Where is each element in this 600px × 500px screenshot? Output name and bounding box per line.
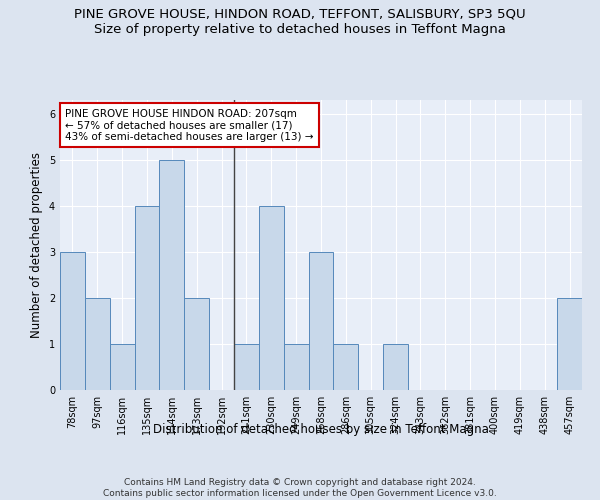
- Bar: [557, 298, 582, 390]
- Bar: [259, 206, 284, 390]
- Text: PINE GROVE HOUSE, HINDON ROAD, TEFFONT, SALISBURY, SP3 5QU: PINE GROVE HOUSE, HINDON ROAD, TEFFONT, …: [74, 8, 526, 20]
- Bar: [110, 344, 134, 390]
- Text: Contains HM Land Registry data © Crown copyright and database right 2024.
Contai: Contains HM Land Registry data © Crown c…: [103, 478, 497, 498]
- Bar: [234, 344, 259, 390]
- Bar: [160, 160, 184, 390]
- Y-axis label: Number of detached properties: Number of detached properties: [31, 152, 43, 338]
- Text: Size of property relative to detached houses in Teffont Magna: Size of property relative to detached ho…: [94, 22, 506, 36]
- Text: PINE GROVE HOUSE HINDON ROAD: 207sqm
← 57% of detached houses are smaller (17)
4: PINE GROVE HOUSE HINDON ROAD: 207sqm ← 5…: [65, 108, 314, 142]
- Bar: [184, 298, 209, 390]
- Bar: [284, 344, 308, 390]
- Bar: [60, 252, 85, 390]
- Bar: [85, 298, 110, 390]
- Bar: [383, 344, 408, 390]
- Bar: [134, 206, 160, 390]
- Text: Distribution of detached houses by size in Teffont Magna: Distribution of detached houses by size …: [153, 422, 489, 436]
- Bar: [334, 344, 358, 390]
- Bar: [308, 252, 334, 390]
